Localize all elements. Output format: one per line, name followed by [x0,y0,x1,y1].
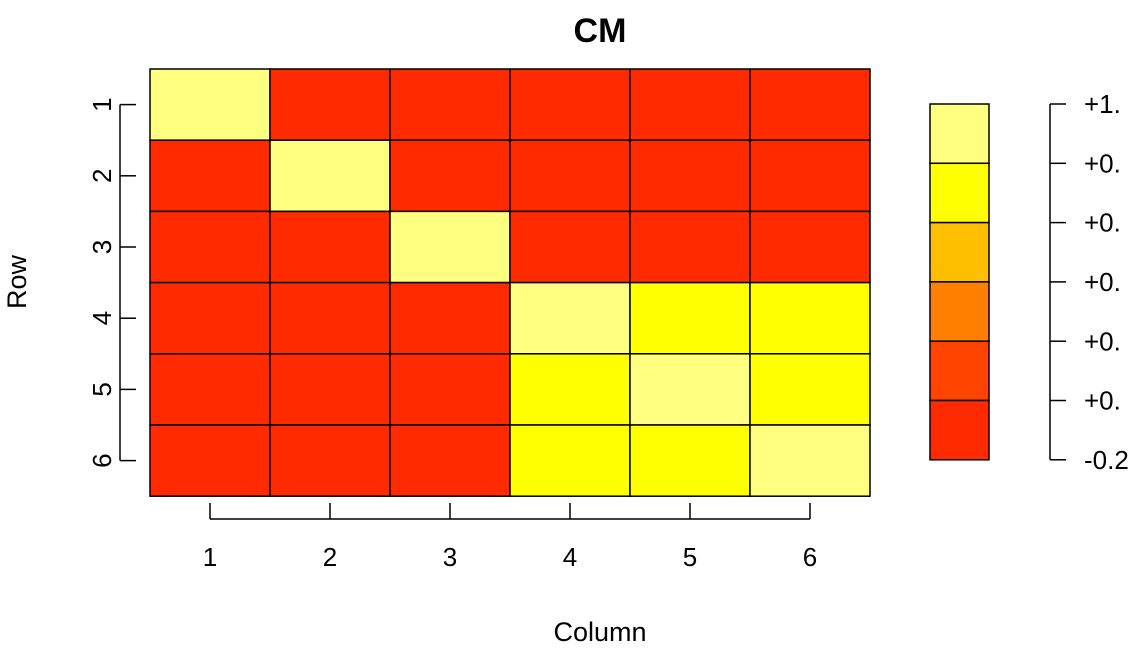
legend-tick-label: -0.2 [1084,445,1129,475]
x-tick-label: 1 [203,542,217,572]
legend-tick-label: +0. [1084,148,1121,178]
heatmap-cell [509,68,631,141]
color-legend-axis: +1. +0. +0. +0. +0. +0. -0.2 [1049,89,1129,475]
heatmap-cell [749,68,871,141]
y-tick-label: 6 [87,453,117,467]
y-tick-label: 1 [87,97,117,111]
heatmap-cell [749,424,871,497]
heatmap-cell [269,353,391,426]
heatmap-cell [509,424,631,497]
legend-tick-label: +0. [1084,386,1121,416]
heatmap-cell [509,281,631,355]
heatmap-cell [389,139,511,213]
heatmap-cell [269,68,391,141]
heatmap-cell [269,210,391,284]
legend-tick-label: +1. [1084,89,1121,119]
y-axis: 1 2 3 4 5 6 [87,97,136,468]
heatmap-cell [149,139,271,213]
y-axis-label: Row [2,254,32,309]
heatmap-cell [509,353,631,426]
x-tick-label: 4 [563,542,577,572]
y-tick-label: 5 [87,382,117,396]
heatmap-cells [149,68,871,497]
legend-swatch [929,281,990,342]
y-tick-label: 2 [87,169,117,183]
heatmap-cell [389,424,511,497]
heatmap-cell [629,353,751,426]
heatmap-cell [149,210,271,284]
heatmap-cell [269,424,391,497]
x-tick-label: 6 [803,542,817,572]
heatmap-cell [269,139,391,213]
heatmap-cell [389,281,511,355]
heatmap-cell [629,210,751,284]
chart-title: CM [574,12,627,50]
heatmap-cell [749,139,871,213]
legend-swatch [929,103,990,165]
heatmap-cell [269,281,391,355]
legend-swatch [929,399,990,461]
y-tick-label: 3 [87,240,117,254]
heatmap-cell [389,68,511,141]
legend-tick-label: +0. [1084,208,1121,238]
heatmap-cell [749,210,871,284]
x-tick-label: 3 [443,542,457,572]
heatmap-cell [749,281,871,355]
x-axis: 1 2 3 4 5 6 [203,503,817,572]
legend-swatch [929,221,990,283]
legend-swatch [929,340,990,402]
legend-tick-label: +0. [1084,326,1121,356]
x-tick-label: 2 [323,542,337,572]
x-axis-label: Column [553,617,646,647]
heatmap-cell [629,68,751,141]
color-legend [929,103,990,461]
heatmap-cell [509,210,631,284]
heatmap-cell [149,281,271,355]
heatmap-cell [629,424,751,497]
heatmap-cell [629,281,751,355]
legend-tick-label: +0. [1084,267,1121,297]
heatmap-cell [749,353,871,426]
heatmap-cell [149,424,271,497]
x-tick-label: 5 [683,542,697,572]
heatmap-cell [389,353,511,426]
legend-swatch [929,162,990,224]
heatmap-cell [149,68,271,141]
y-tick-label: 4 [87,311,117,325]
heatmap-cell [389,210,511,284]
heatmap-cell [629,139,751,213]
heatmap-cell [149,353,271,426]
heatmap-cell [509,139,631,213]
